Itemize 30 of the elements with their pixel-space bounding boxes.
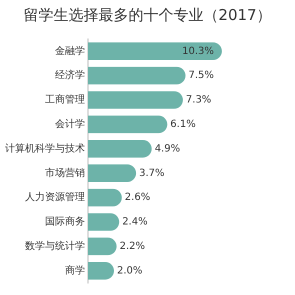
data-label: 2.2% [120, 240, 146, 252]
y-tick-label: 国际商务 [45, 216, 85, 228]
data-label: 7.5% [188, 70, 214, 82]
y-tick-label: 经济学 [55, 69, 85, 82]
y-tick-label: 人力资源管理 [25, 191, 85, 204]
y-tick-label: 数学与统计学 [25, 240, 85, 252]
bar [88, 66, 186, 84]
bar [88, 42, 222, 60]
data-label: 4.9% [154, 143, 180, 154]
y-tick-label: 会计学 [55, 118, 85, 130]
data-label: 2.4% [122, 216, 148, 228]
bar [88, 188, 122, 206]
data-label: 3.7% [139, 168, 165, 179]
bar [88, 164, 136, 182]
bar [88, 140, 152, 158]
bar [88, 116, 168, 134]
y-tick-label: 工商管理 [45, 94, 85, 106]
y-tick-label: 计算机科学与技术 [5, 142, 85, 154]
data-label: 2.6% [124, 192, 150, 204]
data-label: 7.3% [186, 94, 212, 106]
y-tick-label: 商学 [65, 264, 85, 276]
data-label: 2.0% [117, 265, 142, 276]
data-label: 6.1% [170, 118, 196, 130]
chart-title: 留学生选择最多的十个专业（2017） [22, 4, 273, 26]
bar [88, 213, 120, 231]
bar [88, 91, 183, 109]
bar [88, 238, 117, 256]
data-label: 10.3% [182, 46, 214, 57]
y-tick-label: 市场营销 [45, 166, 85, 179]
y-tick-label: 金融学 [55, 44, 85, 57]
